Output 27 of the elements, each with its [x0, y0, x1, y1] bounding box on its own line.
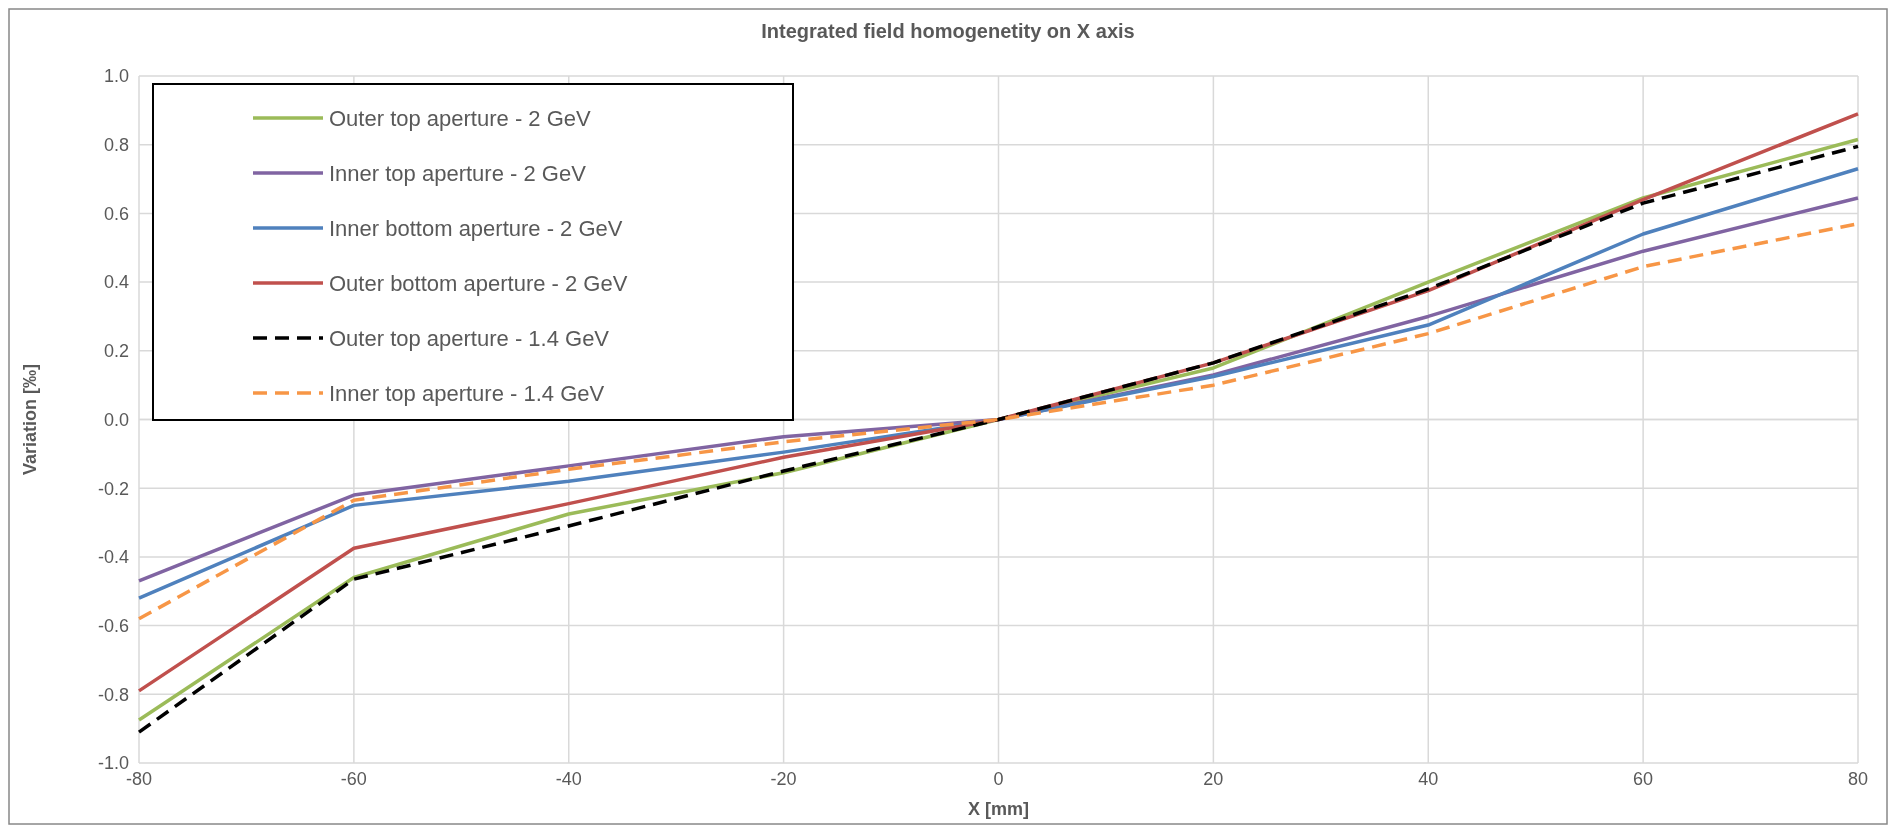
x-tick-label: -20: [770, 769, 797, 789]
chart-title: Integrated field homogenetity on X axis: [761, 20, 1135, 42]
y-tick-label: -0.2: [97, 478, 129, 499]
x-tick-label: 40: [1418, 769, 1439, 789]
y-tick-label: 0.2: [103, 341, 129, 362]
y-tick-label: 1.0: [103, 66, 129, 87]
y-tick-label: 0.8: [103, 135, 129, 155]
x-tick-label: 0: [993, 769, 1004, 789]
x-tick-label: 20: [1203, 769, 1224, 789]
x-tick-label: 60: [1633, 769, 1654, 789]
legend-label: Outer bottom aperture - 2 GeV: [329, 270, 628, 296]
legend-label: Inner top aperture - 1.4 GeV: [329, 380, 605, 406]
legend-label: Inner bottom aperture - 2 GeV: [329, 215, 623, 241]
y-tick-label: -0.4: [97, 547, 129, 568]
y-tick-label: 0.4: [103, 272, 129, 293]
y-tick-label: 0.6: [103, 203, 129, 224]
y-tick-label: -0.6: [97, 615, 129, 636]
y-axis-title: Variation [‰]: [20, 363, 40, 476]
x-tick-label: 80: [1847, 769, 1869, 789]
x-tick-label: -40: [555, 769, 582, 789]
legend-label: Outer top aperture - 1.4 GeV: [329, 325, 610, 351]
x-tick-label: -60: [340, 769, 367, 789]
y-tick-label: 0.0: [103, 409, 129, 430]
y-tick-label: -0.8: [97, 684, 129, 705]
legend-label: Inner top aperture - 2 GeV: [329, 160, 587, 186]
x-axis-title: X [mm]: [967, 799, 1030, 819]
legend-label: Outer top aperture - 2 GeV: [329, 105, 592, 131]
